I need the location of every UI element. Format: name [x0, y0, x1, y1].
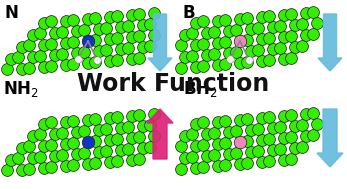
FancyArrow shape	[318, 14, 342, 71]
Text: N: N	[5, 4, 19, 22]
Text: NH$_2$: NH$_2$	[3, 79, 39, 99]
FancyArrow shape	[148, 14, 172, 71]
FancyArrow shape	[147, 109, 173, 159]
Text: B: B	[183, 4, 196, 22]
Text: Work Function: Work Function	[77, 72, 269, 96]
Text: BH$_2$: BH$_2$	[183, 79, 218, 99]
FancyArrow shape	[317, 109, 343, 167]
